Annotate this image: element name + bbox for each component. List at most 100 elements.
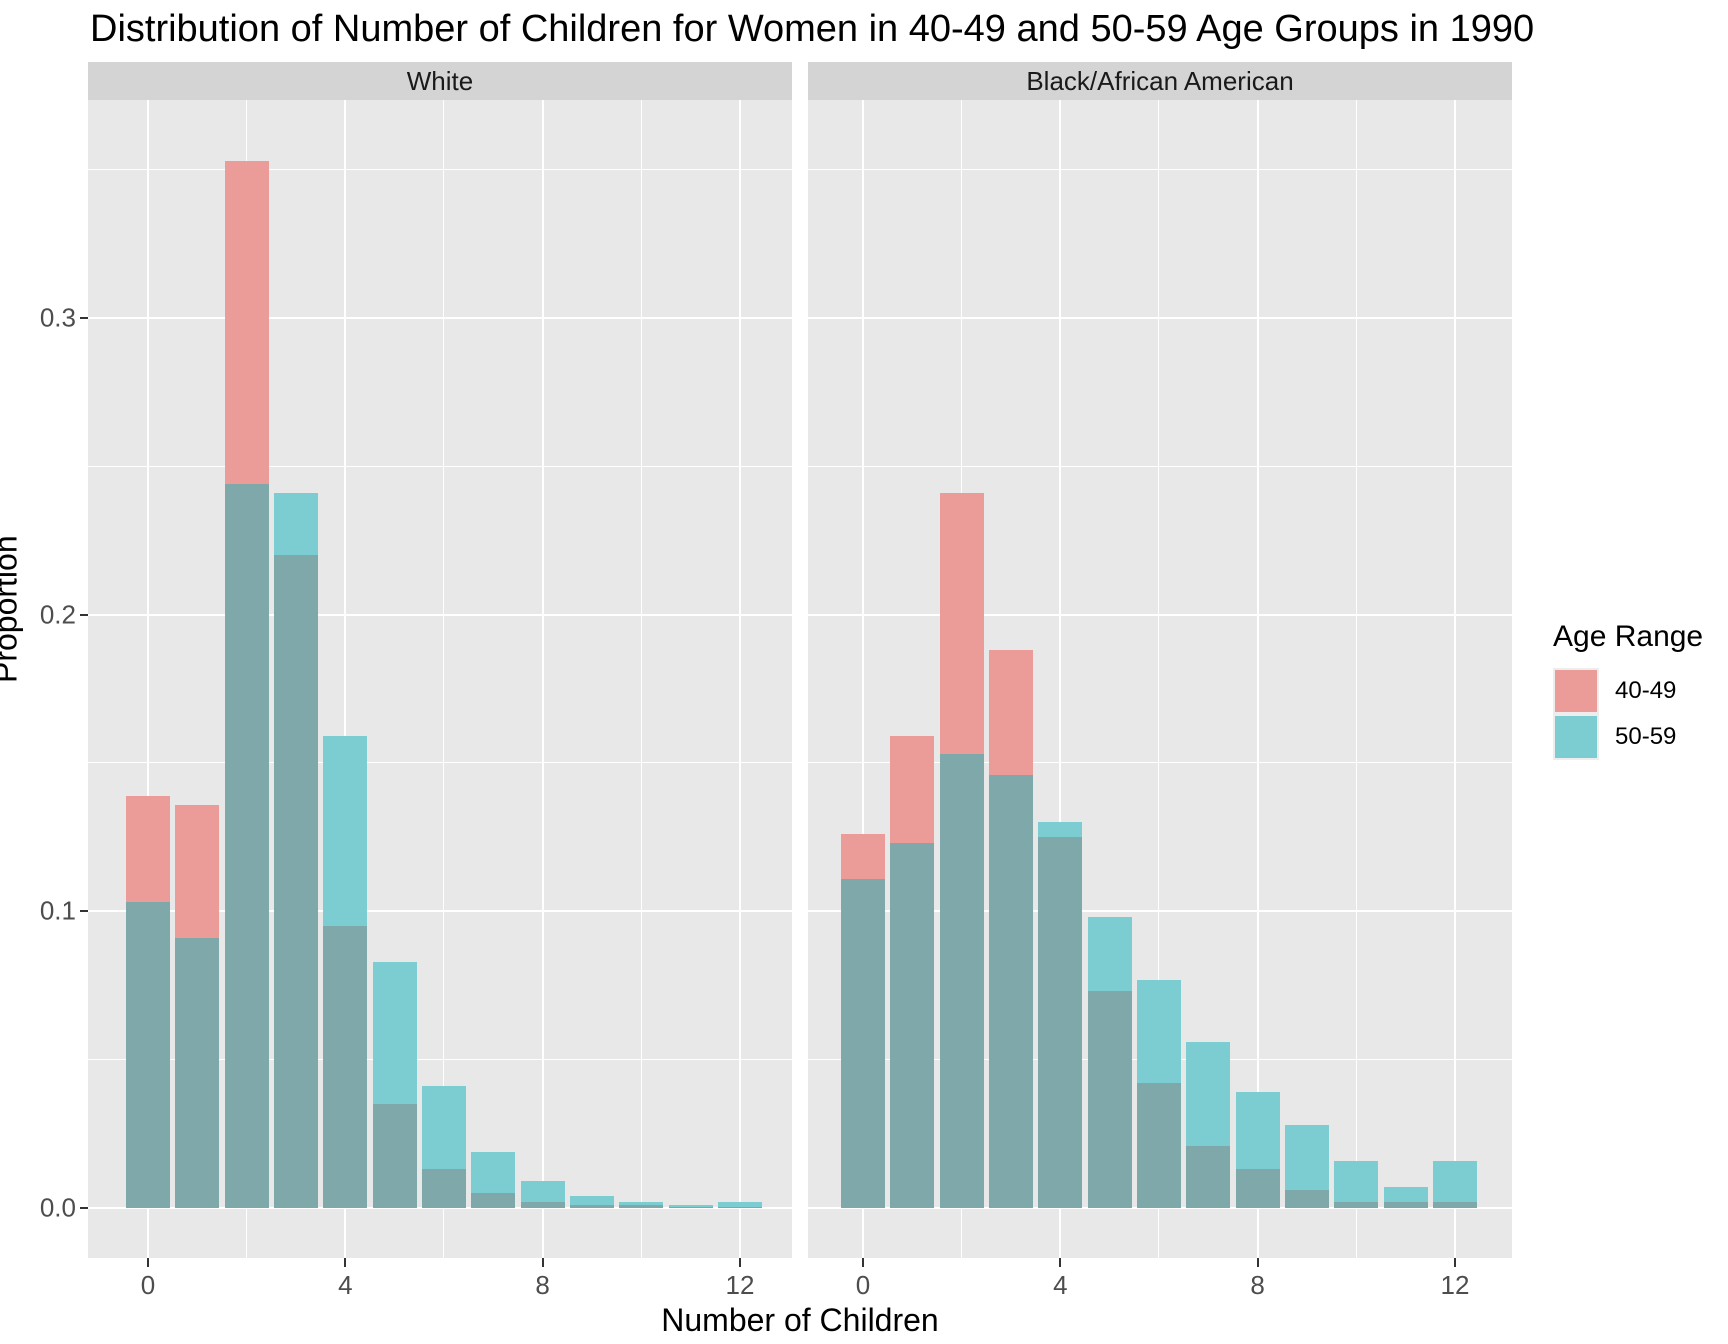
bar-50-59-children-12 [1432, 1160, 1477, 1203]
legend-swatch-40-49 [1553, 668, 1599, 714]
gridline-major-h [808, 613, 1512, 616]
x-tick-label: 8 [1250, 1270, 1265, 1300]
legend: Age Range 40-49 50-59 [1553, 620, 1703, 760]
facet-strip-label: White [406, 65, 474, 96]
bar-50-59-children-5 [1087, 917, 1132, 992]
gridline-major-h [808, 910, 1512, 913]
gridline-minor-v [1158, 100, 1160, 1258]
bar-overlap-children-5 [372, 1104, 417, 1208]
gridline-major-h [808, 316, 1512, 319]
y-tick-label: 0.0 [39, 1192, 76, 1223]
gridline-minor-h [808, 169, 1512, 171]
plot-panel [808, 100, 1512, 1258]
bar-overlap-children-8 [1235, 1169, 1280, 1208]
bar-50-59-children-4 [323, 736, 368, 927]
bar-50-59-children-10 [619, 1202, 664, 1206]
gridline-major-v [344, 100, 347, 1258]
bar-overlap-children-4 [1038, 837, 1083, 1208]
bar-50-59-children-8 [520, 1181, 565, 1203]
legend-keys: 40-49 50-59 [1553, 668, 1703, 760]
x-tick-label: 0 [855, 1270, 871, 1300]
legend-key-40-49: 40-49 [1553, 668, 1703, 714]
y-tick-mark [80, 613, 88, 616]
x-tick-mark [738, 1258, 741, 1267]
legend-swatch-50-59 [1553, 714, 1599, 760]
bar-overlap-children-6 [1136, 1083, 1181, 1208]
facet-strip: White [88, 62, 792, 100]
x-tick-mark [1256, 1258, 1259, 1267]
gridline-minor-v [1355, 100, 1357, 1258]
y-tick-mark [80, 316, 88, 319]
y-tick-mark [80, 910, 88, 913]
x-tick-label: 12 [1440, 1270, 1470, 1300]
bar-50-59-children-5 [372, 961, 417, 1105]
bar-overlap-children-4 [323, 926, 368, 1208]
bar-50-59-children-6 [1136, 979, 1181, 1084]
bar-overlap-children-3 [988, 774, 1033, 1208]
legend-label: 50-59 [1615, 723, 1677, 750]
legend-title: Age Range [1553, 620, 1704, 653]
plot-title: Distribution of Number of Children for W… [90, 8, 1535, 50]
bar-overlap-children-7 [1186, 1145, 1231, 1208]
bar-overlap-children-12 [717, 1206, 762, 1208]
gridline-minor-v [640, 100, 642, 1258]
x-tick-label: 8 [535, 1270, 550, 1300]
gridline-major-v [1059, 100, 1062, 1258]
x-tick-mark [541, 1258, 544, 1267]
bar-40-49-children-1 [890, 736, 935, 844]
gridline-minor-h [808, 762, 1512, 764]
bar-40-49-children-0 [841, 834, 885, 879]
x-tick-label: 4 [338, 1270, 353, 1300]
y-tick-label: 0.3 [39, 302, 76, 333]
bar-overlap-children-11 [1383, 1202, 1428, 1208]
legend-label: 40-49 [1615, 677, 1677, 704]
bar-overlap-children-5 [1087, 991, 1132, 1208]
bar-overlap-children-12 [1432, 1202, 1477, 1208]
bar-overlap-children-10 [1334, 1202, 1379, 1208]
bar-50-59-children-12 [717, 1202, 762, 1207]
x-axis-title: Number of Children [661, 1302, 939, 1338]
gridline-major-v [862, 100, 864, 1258]
bar-overlap-children-1 [890, 843, 935, 1208]
gridline-minor-h [88, 1059, 792, 1061]
x-tick-mark [1059, 1258, 1062, 1267]
legend-key-50-59: 50-59 [1553, 714, 1703, 760]
bar-overlap-children-10 [619, 1205, 664, 1208]
bar-50-59-children-10 [1334, 1160, 1379, 1203]
bar-overlap-children-0 [841, 878, 885, 1208]
bar-40-49-children-3 [988, 650, 1033, 775]
y-tick-label: 0.2 [39, 599, 76, 630]
facet-strip-label: Black/African American [1026, 65, 1294, 96]
bar-40-49-children-0 [126, 795, 170, 903]
bar-overlap-children-9 [569, 1205, 614, 1208]
gridline-major-v [541, 100, 544, 1258]
gridline-major-h [88, 316, 792, 319]
bar-overlap-children-3 [273, 555, 318, 1208]
bar-50-59-children-9 [569, 1196, 614, 1206]
bar-overlap-children-1 [175, 938, 220, 1208]
gridline-minor-h [88, 762, 792, 764]
gridline-minor-h [88, 465, 792, 467]
gridline-major-h [88, 910, 792, 913]
bar-50-59-children-7 [471, 1151, 516, 1194]
bar-50-59-children-7 [1186, 1041, 1231, 1146]
bar-40-49-children-1 [175, 804, 220, 939]
y-tick-label: 0.1 [39, 895, 76, 926]
gridline-major-v [1453, 100, 1456, 1258]
gridline-major-h [808, 1207, 1512, 1209]
bar-40-49-children-2 [939, 493, 984, 755]
x-tick-mark [344, 1258, 347, 1267]
x-tick-mark [862, 1258, 864, 1267]
bar-overlap-children-0 [126, 902, 170, 1208]
bar-overlap-children-2 [224, 484, 269, 1208]
bar-50-59-children-11 [668, 1205, 713, 1207]
bar-overlap-children-7 [471, 1193, 516, 1208]
gridline-minor-v [443, 100, 445, 1258]
gridline-minor-h [88, 169, 792, 171]
x-tick-mark [1453, 1258, 1456, 1267]
x-tick-label: 0 [140, 1270, 156, 1300]
gridline-major-v [147, 100, 149, 1258]
gridline-major-v [1256, 100, 1259, 1258]
plot-panel [88, 100, 792, 1258]
